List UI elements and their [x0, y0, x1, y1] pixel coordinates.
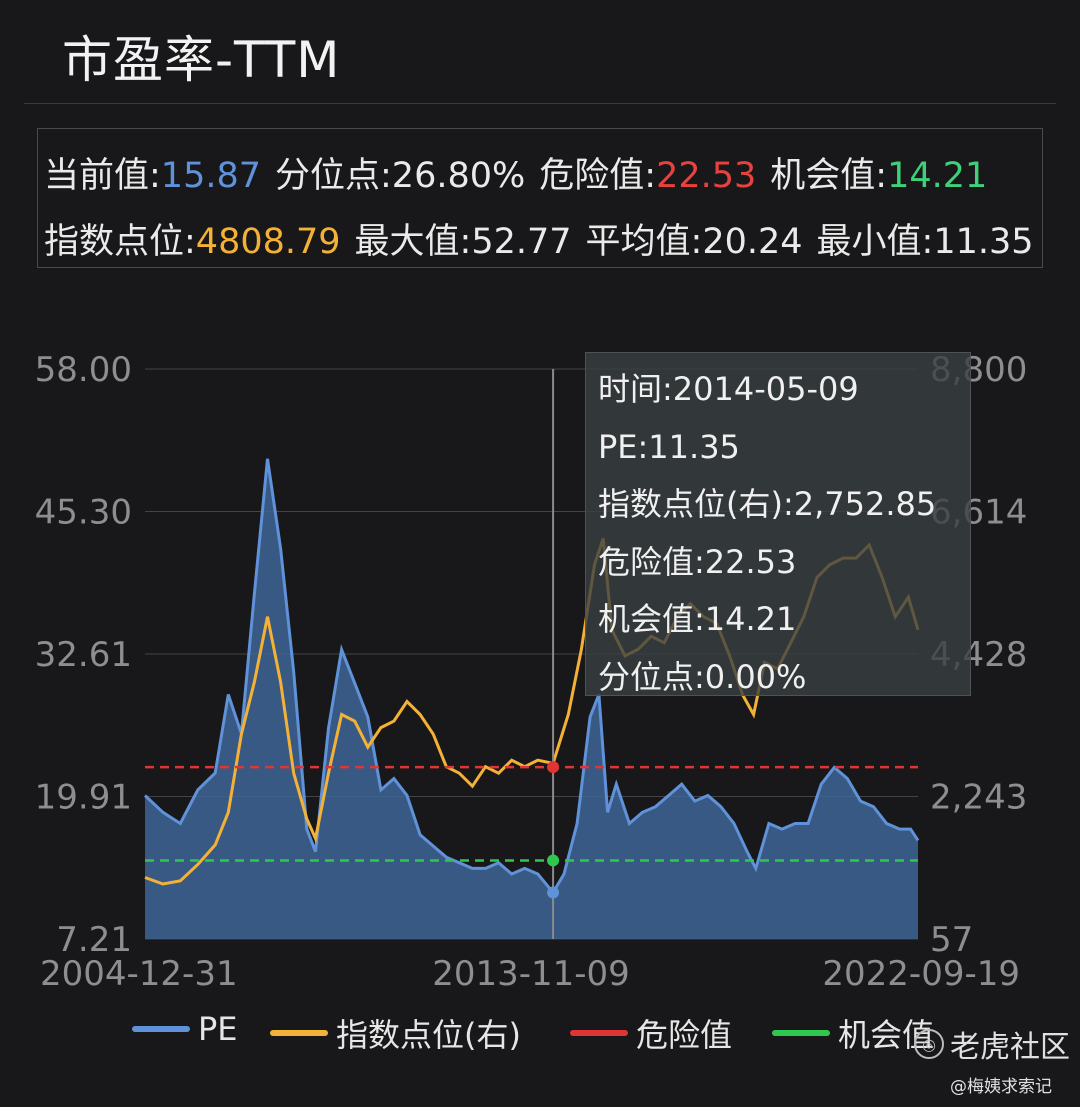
brand-label: 老虎社区 — [950, 1030, 1070, 1065]
crosshair-danger-dot — [547, 761, 560, 774]
avg-value: 20.24 — [702, 222, 803, 262]
crosshair-pe-dot — [547, 886, 560, 899]
title-divider — [24, 103, 1056, 104]
legend-item-index[interactable]: 指数点位(右) — [270, 1010, 521, 1056]
y-left-tick-label: 58.00 — [35, 350, 132, 390]
danger-label: 危险值: — [539, 156, 657, 196]
current-label: 当前值: — [44, 156, 161, 196]
legend-swatch-danger — [570, 1030, 628, 1036]
legend-label-pe: PE — [198, 1010, 238, 1048]
tooltip-index: 指数点位(右):2,752.85 — [598, 485, 937, 523]
x-tick-label: 2013-11-09 — [432, 954, 630, 994]
tooltip-time: 时间:2014-05-09 — [598, 370, 859, 408]
y-right-tick-label: 2,243 — [930, 778, 1027, 818]
legend-swatch-opportunity — [772, 1030, 830, 1036]
y-left-tick-label: 45.30 — [35, 493, 132, 533]
stats-row-2: 指数点位:4808.79 最大值:52.77 平均值:20.24 最小值:11.35 — [44, 213, 1034, 264]
legend-item-danger[interactable]: 危险值 — [570, 1010, 732, 1056]
chart-tooltip: 时间:2014-05-09 PE:11.35 指数点位(右):2,752.85 … — [585, 352, 971, 696]
stats-panel: 当前值:15.87 分位点:26.80% 危险值:22.53 机会值:14.21 指数… — [37, 128, 1043, 268]
tooltip-opportunity: 机会值:14.21 — [598, 600, 797, 638]
legend-swatch-index — [270, 1030, 328, 1036]
watermark: @梅姨求索记 — [950, 1077, 1052, 1097]
percentile-value: 26.80% — [391, 156, 526, 196]
max-value: 52.77 — [471, 222, 572, 262]
page-title: 市盈率-TTM — [62, 31, 341, 89]
min-value: 11.35 — [933, 222, 1034, 262]
y-left-tick-label: 32.61 — [35, 635, 132, 675]
y-left-tick-label: 7.21 — [56, 920, 132, 960]
x-tick-label: 2004-12-31 — [40, 954, 238, 994]
tooltip-danger: 危险值:22.53 — [598, 542, 797, 581]
opportunity-label: 机会值: — [770, 156, 888, 196]
y-left-tick-label: 19.91 — [35, 778, 132, 818]
brand-mark: ◎ 老虎社区 — [914, 1022, 1070, 1066]
legend-swatch-pe — [132, 1026, 190, 1032]
tooltip-percentile: 分位点:0.00% — [598, 657, 807, 696]
tiger-logo-icon: ◎ — [914, 1029, 944, 1059]
percentile-label: 分位点: — [275, 156, 392, 196]
max-label: 最大值: — [354, 222, 472, 262]
legend-item-opportunity[interactable]: 机会值 — [772, 1010, 934, 1056]
legend-item-pe[interactable]: PE — [132, 1010, 238, 1048]
crosshair-opportunity-dot — [547, 854, 560, 867]
y-right-tick-label: 57 — [930, 920, 973, 960]
x-tick-label: 2022-09-19 — [822, 954, 1020, 994]
opportunity-value: 14.21 — [887, 156, 988, 196]
legend-label-index: 指数点位(右) — [336, 1016, 521, 1054]
current-value: 15.87 — [160, 156, 261, 196]
tooltip-pe: PE:11.35 — [598, 427, 740, 466]
stats-row-1: 当前值:15.87 分位点:26.80% 危险值:22.53 机会值:14.21 — [44, 147, 987, 198]
legend-label-danger: 危险值 — [636, 1016, 733, 1054]
avg-label: 平均值: — [585, 222, 703, 262]
index-label: 指数点位: — [44, 222, 196, 262]
pe-area — [145, 458, 918, 939]
min-label: 最小值: — [816, 222, 934, 262]
index-value: 4808.79 — [195, 222, 341, 262]
danger-value: 22.53 — [656, 156, 757, 196]
